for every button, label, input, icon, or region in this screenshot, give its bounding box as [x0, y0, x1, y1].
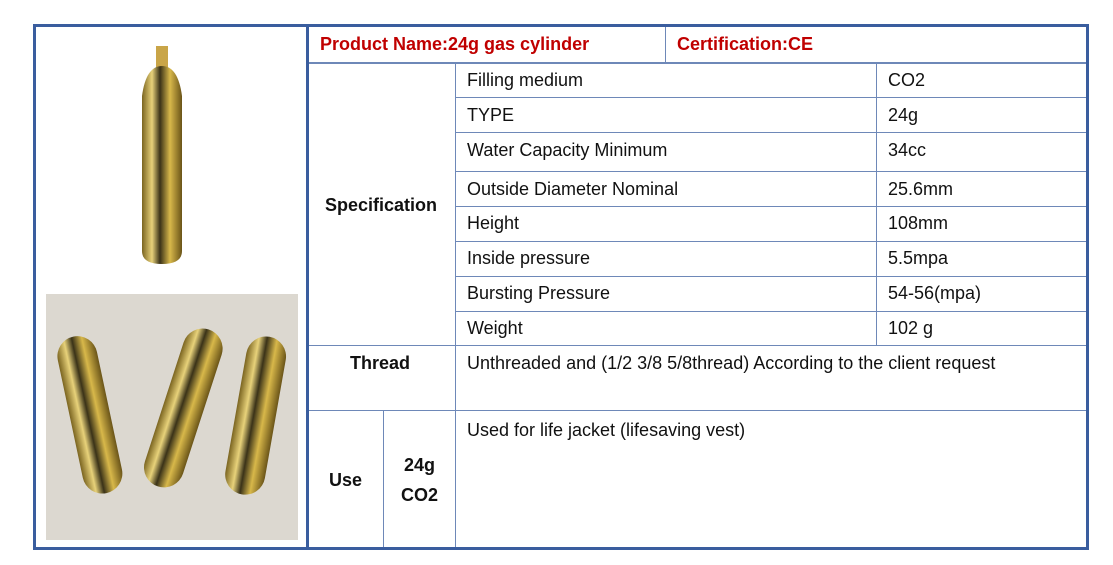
- divider: [383, 411, 384, 547]
- thread-value: Unthreaded and (1/2 3/8 5/8thread) Accor…: [467, 353, 996, 373]
- product-name: Product Name:24g gas cylinder: [320, 34, 590, 54]
- spec-value: CO2: [888, 70, 926, 90]
- spec-name: Height: [467, 213, 520, 233]
- spec-name: Inside pressure: [467, 248, 591, 268]
- specification-label: Specification: [325, 195, 438, 215]
- use-type-line1: 24g: [403, 455, 436, 475]
- spec-value: 54-56(mpa): [888, 283, 982, 303]
- spec-name: Outside Diameter Nominal: [467, 179, 679, 199]
- spec-value: 24g: [888, 105, 919, 125]
- certification: Certification:CE: [677, 34, 814, 54]
- spec-value: 25.6mm: [888, 179, 954, 199]
- spec-value: 5.5mpa: [888, 248, 949, 268]
- spec-value: 108mm: [888, 213, 949, 233]
- divider: [309, 62, 1086, 64]
- thread-label: Thread: [350, 353, 411, 373]
- use-type-line2: CO2: [400, 485, 438, 505]
- single-cylinder-photo: [142, 46, 182, 264]
- spec-name: Weight: [467, 318, 523, 338]
- divider: [665, 27, 666, 63]
- spec-value: 102 g: [888, 318, 934, 338]
- use-value: Used for life jacket (lifesaving vest): [467, 420, 746, 440]
- spec-name: Bursting Pressure: [467, 283, 611, 303]
- three-cylinders-photo: [46, 294, 298, 540]
- table-border: [33, 24, 1089, 550]
- spec-name: Water Capacity Minimum: [467, 140, 668, 160]
- use-label: Use: [329, 470, 363, 490]
- spec-value: 34cc: [888, 140, 927, 160]
- spec-name: TYPE: [467, 105, 515, 125]
- divider: [876, 63, 877, 346]
- spec-name: Filling medium: [467, 70, 584, 90]
- divider: [455, 63, 456, 547]
- divider: [306, 24, 309, 547]
